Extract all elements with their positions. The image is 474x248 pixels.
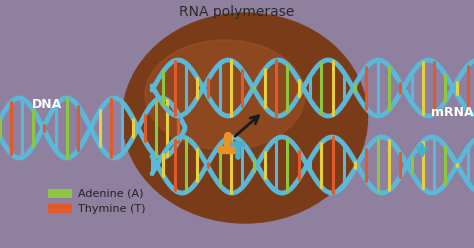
Ellipse shape <box>145 40 305 150</box>
Text: DNA: DNA <box>32 98 62 112</box>
Text: Thymine (T): Thymine (T) <box>78 204 146 214</box>
Text: Adenine (A): Adenine (A) <box>78 189 144 199</box>
Text: mRNA: mRNA <box>431 105 474 119</box>
FancyBboxPatch shape <box>48 204 72 213</box>
Text: RNA polymerase: RNA polymerase <box>179 5 295 19</box>
FancyBboxPatch shape <box>48 189 72 198</box>
Ellipse shape <box>122 13 367 223</box>
